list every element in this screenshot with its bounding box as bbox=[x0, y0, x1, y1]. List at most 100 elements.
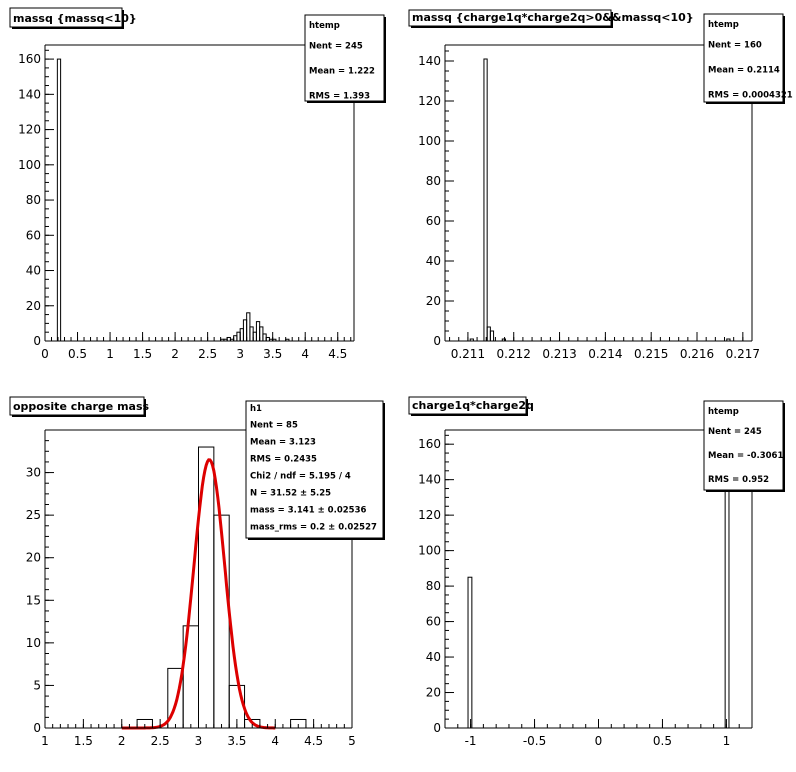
y-tick-label: 20 bbox=[26, 551, 41, 565]
stats-line: Mean = 0.2114 bbox=[708, 66, 780, 76]
stats-box bbox=[703, 400, 784, 491]
stats-line: Mean = 3.123 bbox=[250, 438, 316, 448]
chart-pad-2: 0.211 0.212 0.213 0.214 0.215 0.216 0.217 0 20 40… bbox=[408, 9, 793, 361]
x-tick-label: 1 bbox=[106, 347, 114, 361]
x-tick-label: 0.5 bbox=[653, 734, 672, 748]
stats-line: Mean = 1.222 bbox=[309, 67, 375, 77]
y-tick-label: 20 bbox=[26, 299, 41, 313]
chart-title: massq {charge1q*charge2q>0&&massq<10} bbox=[412, 11, 694, 24]
x-tick-label: 2 bbox=[171, 347, 179, 361]
y-tick-label: 80 bbox=[426, 174, 441, 188]
x-tick-label: 2.5 bbox=[151, 734, 170, 748]
y-tick-label: 40 bbox=[426, 254, 441, 268]
y-tick-label: 120 bbox=[418, 508, 441, 522]
x-tick-label: 1.5 bbox=[74, 734, 93, 748]
x-tick-label: 1 bbox=[723, 734, 731, 748]
title-box bbox=[9, 396, 145, 416]
x-tick-label: 3 bbox=[195, 734, 203, 748]
stats-line: mass = 3.141 ± 0.02536 bbox=[250, 506, 366, 516]
chart-title: opposite charge mass bbox=[13, 400, 150, 413]
y-tick-label: 0 bbox=[33, 334, 41, 348]
y-tick-label: 100 bbox=[418, 134, 441, 148]
stats-line: mass_rms = 0.2 ± 0.02527 bbox=[250, 523, 377, 533]
x-tick-label: -0.5 bbox=[523, 734, 546, 748]
x-tick-label: -1 bbox=[465, 734, 477, 748]
y-tick-label: 80 bbox=[26, 193, 41, 207]
stats-line: Nent = 245 bbox=[309, 42, 363, 52]
stats-box bbox=[304, 14, 385, 102]
histogram-bar-1 bbox=[467, 576, 473, 729]
y-tick-label: 10 bbox=[26, 636, 41, 650]
x-tick-label: 0.217 bbox=[726, 347, 760, 361]
y-tick-label: 0 bbox=[433, 334, 441, 348]
y-tick-label: 80 bbox=[426, 579, 441, 593]
x-tick-label: 4.5 bbox=[328, 347, 347, 361]
title-box bbox=[408, 9, 612, 27]
x-tick-label: 0.5 bbox=[68, 347, 87, 361]
stats-box bbox=[703, 13, 784, 103]
y-tick-label: 40 bbox=[426, 650, 441, 664]
y-tick-label: 160 bbox=[418, 437, 441, 451]
y-tick-label: 5 bbox=[33, 678, 41, 692]
title-box bbox=[9, 7, 123, 28]
x-tick-label: 3.5 bbox=[263, 347, 282, 361]
y-tick-label: 120 bbox=[418, 94, 441, 108]
stats-line: Nent = 85 bbox=[250, 421, 298, 431]
y-tick-label: 0 bbox=[33, 721, 41, 735]
x-tick-label: 3 bbox=[236, 347, 244, 361]
stats-name: htemp bbox=[708, 407, 739, 417]
x-tick-label: 0.212 bbox=[497, 347, 531, 361]
x-tick-label: 4.5 bbox=[304, 734, 323, 748]
stats-line: Mean = -0.3061 bbox=[708, 451, 783, 461]
y-tick-label: 0 bbox=[433, 721, 441, 735]
stats-line: Nent = 245 bbox=[708, 427, 762, 437]
y-tick-label: 60 bbox=[426, 615, 441, 629]
x-tick-label: 3.5 bbox=[227, 734, 246, 748]
y-tick-label: 140 bbox=[18, 87, 41, 101]
x-tick-label: 0.216 bbox=[680, 347, 714, 361]
y-tick-label: 140 bbox=[418, 473, 441, 487]
x-tick-label: 5 bbox=[348, 734, 356, 748]
stats-box bbox=[245, 400, 384, 539]
stats-line: RMS = 1.393 bbox=[309, 92, 370, 102]
x-tick-label: 0 bbox=[41, 347, 49, 361]
x-tick-label: 4 bbox=[271, 734, 279, 748]
y-tick-label: 40 bbox=[26, 264, 41, 278]
stats-name: htemp bbox=[309, 21, 340, 31]
chart-pad-4: -1 -0.5 0 0.5 1 0 20 40 60 80 100 120 140 160 charge1q… bbox=[408, 396, 785, 748]
y-tick-label: 60 bbox=[426, 214, 441, 228]
y-tick-label: 140 bbox=[418, 54, 441, 68]
stats-line: Nent = 160 bbox=[708, 41, 762, 51]
x-tick-label: 0.214 bbox=[588, 347, 622, 361]
x-tick-label: 4 bbox=[301, 347, 309, 361]
y-tick-label: 30 bbox=[26, 466, 41, 480]
histogram-bar-2 bbox=[483, 58, 488, 342]
y-tick-label: 160 bbox=[18, 52, 41, 66]
y-tick-label: 120 bbox=[18, 123, 41, 137]
title-box bbox=[408, 396, 527, 415]
histogram-bar-1 bbox=[56, 58, 62, 342]
x-tick-label: 1.5 bbox=[133, 347, 152, 361]
chart-pad-3: 1 1.5 2 2.5 3 3.5 4 4.5 5 0 5 10 15 20 25 30 opposite ch… bbox=[9, 396, 385, 748]
stats-name: htemp bbox=[708, 20, 739, 30]
x-tick-label: 0 bbox=[595, 734, 603, 748]
chart-title: massq {massq<10} bbox=[13, 12, 137, 25]
stats-line: N = 31.52 ± 5.25 bbox=[250, 489, 331, 499]
stats-name: h1 bbox=[250, 404, 262, 414]
x-tick-label: 0.215 bbox=[634, 347, 668, 361]
y-tick-label: 100 bbox=[18, 158, 41, 172]
chart-title: charge1q*charge2q bbox=[412, 399, 534, 412]
y-tick-label: 20 bbox=[426, 686, 441, 700]
x-tick-label: 2 bbox=[118, 734, 126, 748]
y-tick-label: 100 bbox=[418, 544, 441, 558]
y-tick-label: 15 bbox=[26, 593, 41, 607]
chart-pad-1: 0 0.5 1 1.5 2 2.5 3 3.5 4 4.5 0 20 40 60 80 100 120 140 16… bbox=[9, 7, 386, 361]
y-tick-label: 20 bbox=[426, 294, 441, 308]
stats-line: Chi2 / ndf = 5.195 / 4 bbox=[250, 472, 351, 482]
x-tick-label: 2.5 bbox=[198, 347, 217, 361]
x-tick-label: 0.211 bbox=[451, 347, 485, 361]
stats-line: RMS = 0.2435 bbox=[250, 455, 317, 465]
y-tick-label: 25 bbox=[26, 508, 41, 522]
stats-line: RMS = 0.0004321 bbox=[708, 91, 793, 101]
